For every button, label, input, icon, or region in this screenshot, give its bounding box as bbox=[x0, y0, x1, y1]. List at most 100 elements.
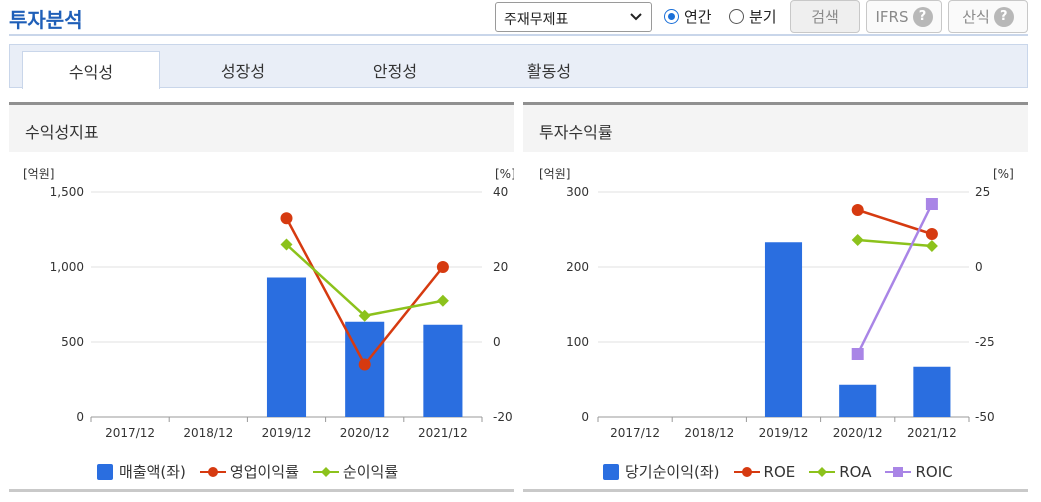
legend-label: 당기순이익(좌) bbox=[625, 463, 720, 481]
point-marker bbox=[925, 198, 938, 210]
series-line bbox=[285, 243, 444, 318]
panel-divider bbox=[9, 489, 514, 492]
tab-label: 수익성 bbox=[68, 62, 114, 82]
chart-legend: 당기순이익(좌) ROE ROA ROIC bbox=[603, 461, 967, 482]
series-line bbox=[857, 238, 933, 248]
radio-quarter[interactable]: 분기 bbox=[729, 6, 777, 27]
x-tick-label: 2017/12 bbox=[610, 426, 660, 440]
radio-quarter-label: 분기 bbox=[749, 8, 777, 26]
legend-label: 영업이익률 bbox=[229, 463, 299, 481]
bar bbox=[266, 277, 307, 417]
question-icon: ? bbox=[912, 6, 933, 27]
legend-item-net-income[interactable]: 당기순이익(좌) bbox=[603, 461, 720, 482]
panel-title: 투자수익률 bbox=[523, 102, 1028, 152]
right-unit-label: [%] bbox=[495, 167, 514, 181]
point-marker bbox=[358, 358, 371, 371]
legend-item-roa[interactable]: ROA bbox=[809, 463, 871, 481]
x-tick-label: 2020/12 bbox=[340, 426, 390, 440]
y-tick-label-left: 500 bbox=[61, 335, 84, 349]
line-marker-icon bbox=[885, 466, 912, 477]
x-tick-label: 2017/12 bbox=[105, 426, 155, 440]
tab-label: 활동성 bbox=[526, 62, 572, 81]
formula-label: 산식 bbox=[962, 8, 990, 26]
radio-annual[interactable]: 연간 bbox=[664, 6, 712, 27]
tab-label: 성장성 bbox=[220, 62, 266, 81]
line-marker-icon bbox=[199, 466, 226, 477]
x-tick-label: 2018/12 bbox=[183, 426, 233, 440]
x-tick-label: 2021/12 bbox=[907, 426, 957, 440]
tab-activity[interactable]: 활동성 bbox=[480, 51, 618, 89]
statement-select[interactable]: 주재무제표 bbox=[495, 2, 652, 32]
legend-item-sales[interactable]: 매출액(좌) bbox=[97, 461, 186, 482]
y-tick-label-left: 0 bbox=[581, 410, 589, 424]
left-unit-label: [억원] bbox=[23, 167, 54, 181]
point-marker bbox=[280, 212, 293, 225]
bar bbox=[764, 242, 803, 417]
panel-title: 수익성지표 bbox=[9, 102, 514, 152]
search-button-label: 검색 bbox=[811, 8, 839, 26]
statement-select-value: 주재무제표 bbox=[504, 12, 569, 28]
bar bbox=[423, 324, 463, 417]
tab-profitability[interactable]: 수익성 bbox=[22, 51, 160, 89]
y-tick-label-right: -50 bbox=[975, 410, 995, 424]
formula-help-button[interactable]: 산식 ? bbox=[948, 0, 1028, 33]
legend-label: 매출액(좌) bbox=[119, 463, 186, 481]
ifrs-help-button[interactable]: IFRS ? bbox=[866, 0, 942, 33]
y-tick-label-right: 0 bbox=[975, 260, 983, 274]
x-tick-label: 2018/12 bbox=[684, 426, 734, 440]
panel-divider bbox=[523, 489, 1028, 492]
tab-stability[interactable]: 안정성 bbox=[326, 51, 464, 89]
y-tick-label-left: 1,500 bbox=[50, 185, 84, 199]
legend-item-roe[interactable]: ROE bbox=[733, 462, 796, 481]
point-marker bbox=[851, 204, 864, 216]
line-marker-icon bbox=[809, 466, 836, 477]
y-tick-label-left: 0 bbox=[76, 410, 84, 424]
radio-unchecked-icon bbox=[729, 9, 744, 24]
legend-label: ROIC bbox=[915, 462, 953, 481]
roi-panel: 투자수익률 [억원] [%] 0 100 200 300 -50 -25 0 25 2017/1… bbox=[523, 102, 1028, 492]
bar bbox=[913, 366, 951, 417]
ifrs-label: IFRS bbox=[875, 7, 909, 26]
roi-chart: [억원] [%] 0 100 200 300 -50 -25 0 25 2017/12 2018/… bbox=[539, 167, 1014, 440]
x-tick-label: 2021/12 bbox=[418, 426, 468, 440]
legend-label: ROE bbox=[763, 462, 796, 481]
y-tick-label-left: 300 bbox=[566, 185, 589, 199]
x-tick-label: 2019/12 bbox=[262, 426, 312, 440]
x-tick-label: 2019/12 bbox=[759, 426, 809, 440]
point-marker bbox=[851, 348, 864, 360]
radio-checked-icon bbox=[664, 9, 679, 24]
tab-growth[interactable]: 성장성 bbox=[174, 51, 312, 89]
series-line bbox=[856, 203, 934, 355]
legend-item-net-margin[interactable]: 순이익률 bbox=[312, 461, 399, 482]
point-marker bbox=[358, 309, 371, 322]
line-marker-icon bbox=[733, 466, 760, 477]
tab-label: 안정성 bbox=[372, 62, 418, 81]
question-icon: ? bbox=[993, 6, 1014, 27]
bar bbox=[839, 384, 877, 417]
left-unit-label: [억원] bbox=[539, 167, 570, 181]
point-marker bbox=[925, 228, 938, 240]
x-tick-label: 2020/12 bbox=[833, 426, 883, 440]
title-divider bbox=[9, 34, 1028, 36]
y-tick-label-left: 200 bbox=[566, 260, 589, 274]
legend-item-operating-margin[interactable]: 영업이익률 bbox=[199, 461, 299, 482]
point-marker bbox=[436, 261, 449, 273]
line-marker-icon bbox=[312, 466, 339, 477]
y-tick-label-left: 100 bbox=[566, 335, 589, 349]
bar-swatch-icon bbox=[97, 463, 113, 480]
point-marker bbox=[280, 238, 293, 251]
legend-item-roic[interactable]: ROIC bbox=[885, 462, 953, 481]
legend-label: 순이익률 bbox=[342, 463, 399, 481]
y-tick-label-right: -25 bbox=[975, 335, 995, 349]
point-marker bbox=[436, 294, 449, 307]
search-button[interactable]: 검색 bbox=[790, 0, 860, 33]
legend-label: ROA bbox=[839, 462, 872, 481]
y-tick-label-right: 25 bbox=[975, 185, 990, 199]
y-tick-label-left: 1,000 bbox=[50, 260, 84, 274]
y-tick-label-right: 40 bbox=[493, 185, 508, 199]
page-title: 투자분석 bbox=[9, 8, 83, 32]
radio-annual-label: 연간 bbox=[684, 8, 712, 26]
profitability-chart: [억원] [%] 0 500 1,000 1,500 -20 0 20 40 2017/12 20… bbox=[23, 167, 514, 440]
y-tick-label-right: 0 bbox=[493, 335, 501, 349]
y-tick-label-right: -20 bbox=[493, 410, 513, 424]
